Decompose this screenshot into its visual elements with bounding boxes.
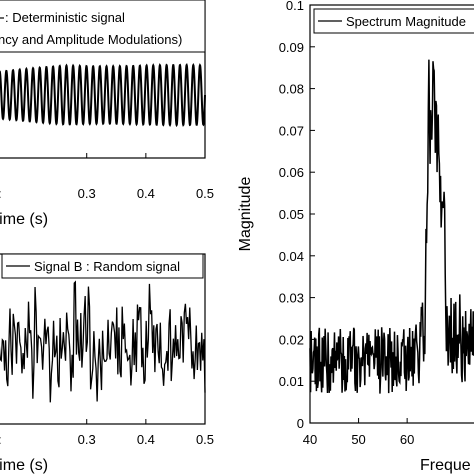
x-axis-right: 40 50 60 [303,418,414,447]
right-y-tick-label-3: 0.03 [279,291,304,306]
bottom-left-x-tick-label-0: 0.3 [78,432,96,447]
x-axis-top-left: 0.3 0.4 0.5 [78,153,214,201]
right-y-tick-label-2: 0.02 [279,332,304,347]
right-x-tick-label-0: 40 [303,432,317,447]
series-spectrum [309,59,474,394]
right-y-tick-label-10: 0.1 [286,0,304,13]
plot-frame-top-left [0,0,206,159]
series-signal-b [0,280,206,403]
legend-label-signal-b: Signal B : Random signal [34,259,180,274]
x-axis-label-bottom-left: Time (s) [0,457,48,474]
right-y-tick-label-5: 0.05 [279,207,304,222]
right-y-tick-label-0: 0 [297,416,304,431]
right-y-tick-label-9: 0.09 [279,40,304,55]
y-axis-label-right: Magnitude [237,177,254,252]
partial-tick-top-left: : [0,186,2,201]
right-y-tick-label-4: 0.04 [279,249,304,264]
signal-b-line [0,280,206,403]
x-axis-bottom-left: 0.3 0.4 0.5 [78,419,214,447]
bottom-left-x-tick-label-2: 0.5 [196,432,214,447]
panel-right: 0 0.01 0.02 0.03 0.04 0.05 0.06 0.07 0.08 0.09 0.1… [237,0,474,474]
right-y-tick-label-8: 0.08 [279,82,304,97]
bottom-left-x-tick-label-1: 0.4 [137,432,155,447]
y-axis-right: 0 0.01 0.02 0.03 0.04 0.05 0.06 0.07 0.08 0.09 0.1 [279,0,315,431]
right-x-tick-label-1: 50 [351,432,365,447]
spectrum-line [309,59,474,394]
top-left-x-tick-label-1: 0.4 [137,186,155,201]
top-left-x-tick-label-2: 0.5 [196,186,214,201]
legend-box-top-left [0,0,206,53]
panel-top-left: 0.3 0.4 0.5 : Deterministic signal ncy and… [0,0,214,228]
top-left-x-tick-label-0: 0.3 [78,186,96,201]
legend-box-bottom-left [1,253,204,279]
right-y-tick-label-1: 0.01 [279,374,304,389]
right-y-tick-label-6: 0.06 [279,165,304,180]
series-signal-a [0,62,206,128]
legend-label-signal-a-line1: : Deterministic signal [5,10,125,25]
x-axis-label-top-left: Time (s) [0,211,48,228]
right-y-tick-label-7: 0.07 [279,123,304,138]
signal-a-line [0,62,206,128]
legend-label-signal-a-line2: ncy and Amplitude Modulations) [0,32,182,47]
partial-tick-bottom-left: : [0,432,2,447]
legend-label-spectrum: Spectrum Magnitude [346,14,466,29]
x-axis-label-right: Freque [420,457,471,474]
panel-bottom-left: 0.3 0.4 0.5 Signal B : Random signal : Tim… [0,253,214,474]
right-x-tick-label-2: 60 [400,432,414,447]
